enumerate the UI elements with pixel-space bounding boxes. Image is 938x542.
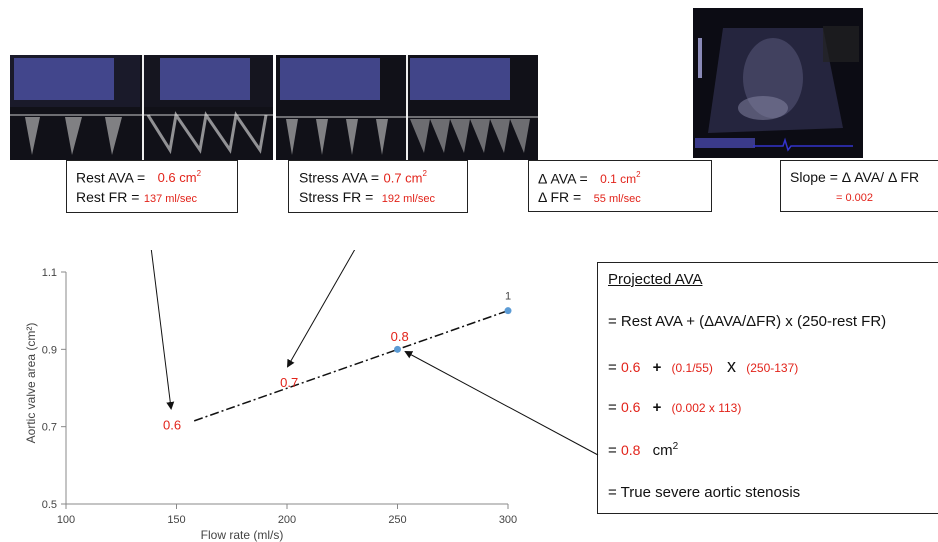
chart-ticks: 100 150 200 250 300 0.5 0.7 0.9 1.1 xyxy=(42,267,517,526)
x-tick-label: 250 xyxy=(388,514,406,526)
projected-ava-panel: Projected AVA = Rest AVA + (ΔAVA/ΔFR) x … xyxy=(597,262,938,514)
step2-b: (0.002 x 113) xyxy=(671,401,742,415)
step2-a: 0.6 xyxy=(620,399,641,415)
slope-label: Slope = Δ AVA/ Δ FR xyxy=(790,169,920,185)
step1-a: 0.6 xyxy=(620,359,641,375)
delta-panel: Δ AVA = 0.1 cm2 Δ FR = 55 ml/sec xyxy=(528,160,712,212)
delta-fr-label: Δ FR = xyxy=(538,189,582,205)
rest-fr-label: Rest FR = xyxy=(76,189,140,205)
doppler-image-rest xyxy=(10,55,273,160)
step3-a: 0.8 xyxy=(620,442,641,458)
step1-b: (0.1/55) xyxy=(671,361,713,375)
echo-image-valve xyxy=(693,8,863,158)
projected-step2: = 0.6 + (0.002 x 113) xyxy=(608,399,741,416)
step3-eq: = xyxy=(608,442,617,459)
rest-ava-label: Rest AVA = xyxy=(76,169,146,186)
data-point xyxy=(394,345,401,353)
arrow-projected xyxy=(404,351,599,456)
trendline xyxy=(193,309,509,422)
callout-arrows xyxy=(150,250,599,456)
delta-ava-value: 0.1 cm xyxy=(600,172,637,187)
step3-unit: cm xyxy=(652,442,673,459)
delta-fr-value: 55 ml/sec xyxy=(593,193,641,205)
x-tick-label: 150 xyxy=(167,514,185,526)
slope-panel: Slope = Δ AVA/ Δ FR = 0.002 xyxy=(780,160,938,212)
stress-ava-label: Stress AVA = xyxy=(299,169,380,186)
stress-fr-value: 192 ml/sec xyxy=(381,193,435,205)
stress-fr-label: Stress FR = xyxy=(299,189,374,205)
stress-panel: Stress AVA = 0.7 cm2 Stress FR = 192 ml/… xyxy=(288,160,468,213)
value-annotation: 0.6 xyxy=(163,418,181,433)
arrow-stress xyxy=(287,250,356,368)
data-point-label: 1 xyxy=(505,291,511,303)
projected-step1: = 0.6 + (0.1/55) x (250-137) xyxy=(608,356,798,377)
delta-ava-sup: 2 xyxy=(636,170,641,179)
x-tick-label: 100 xyxy=(57,514,75,526)
projected-title: Projected AVA xyxy=(608,271,703,288)
y-tick-label: 1.1 xyxy=(42,267,57,279)
annotations: 0.6 0.7 0.8 xyxy=(163,329,409,433)
value-annotation: 0.7 xyxy=(280,375,298,390)
doppler-image-stress xyxy=(276,55,538,160)
x-tick-label: 200 xyxy=(278,514,296,526)
projected-conclusion: = True severe aortic stenosis xyxy=(608,484,801,501)
stress-ava-value: 0.7 cm xyxy=(383,170,423,186)
step1-eq: = xyxy=(608,359,617,376)
rest-ava-sup: 2 xyxy=(196,169,202,178)
projected-formula: = Rest AVA + (ΔAVA/ΔFR) x (250-rest FR) xyxy=(608,313,887,330)
step2-eq: = xyxy=(608,399,617,416)
arrow-rest xyxy=(150,250,175,410)
step1-plus: + xyxy=(652,359,662,376)
slope-value: = 0.002 xyxy=(836,192,874,204)
y-tick-label: 0.7 xyxy=(42,422,57,434)
value-annotation: 0.8 xyxy=(391,329,409,344)
rest-ava-value: 0.6 cm xyxy=(157,170,197,186)
stress-ava-sup: 2 xyxy=(422,169,427,178)
step3-sup: 2 xyxy=(672,441,679,452)
step1-c: (250-137) xyxy=(746,361,799,375)
y-tick-label: 0.5 xyxy=(42,499,57,511)
rest-panel: Rest AVA = 0.6 cm2 Rest FR = 137 ml/sec xyxy=(66,160,238,213)
data-point xyxy=(504,307,512,315)
x-tick-label: 300 xyxy=(499,514,517,526)
trendline-segment xyxy=(193,309,509,422)
y-tick-label: 0.9 xyxy=(42,344,57,356)
step1-x: x xyxy=(727,356,737,376)
x-axis-label: Flow rate (ml/s) xyxy=(201,528,284,542)
rest-fr-value: 137 ml/sec xyxy=(143,193,198,205)
step2-plus: + xyxy=(652,399,662,416)
projected-step3: = 0.8 cm2 xyxy=(608,441,678,459)
data-points: 1 xyxy=(394,291,512,353)
y-axis-label: Aortic valve area (cm²) xyxy=(24,323,38,444)
delta-ava-label: Δ AVA = xyxy=(538,170,588,187)
